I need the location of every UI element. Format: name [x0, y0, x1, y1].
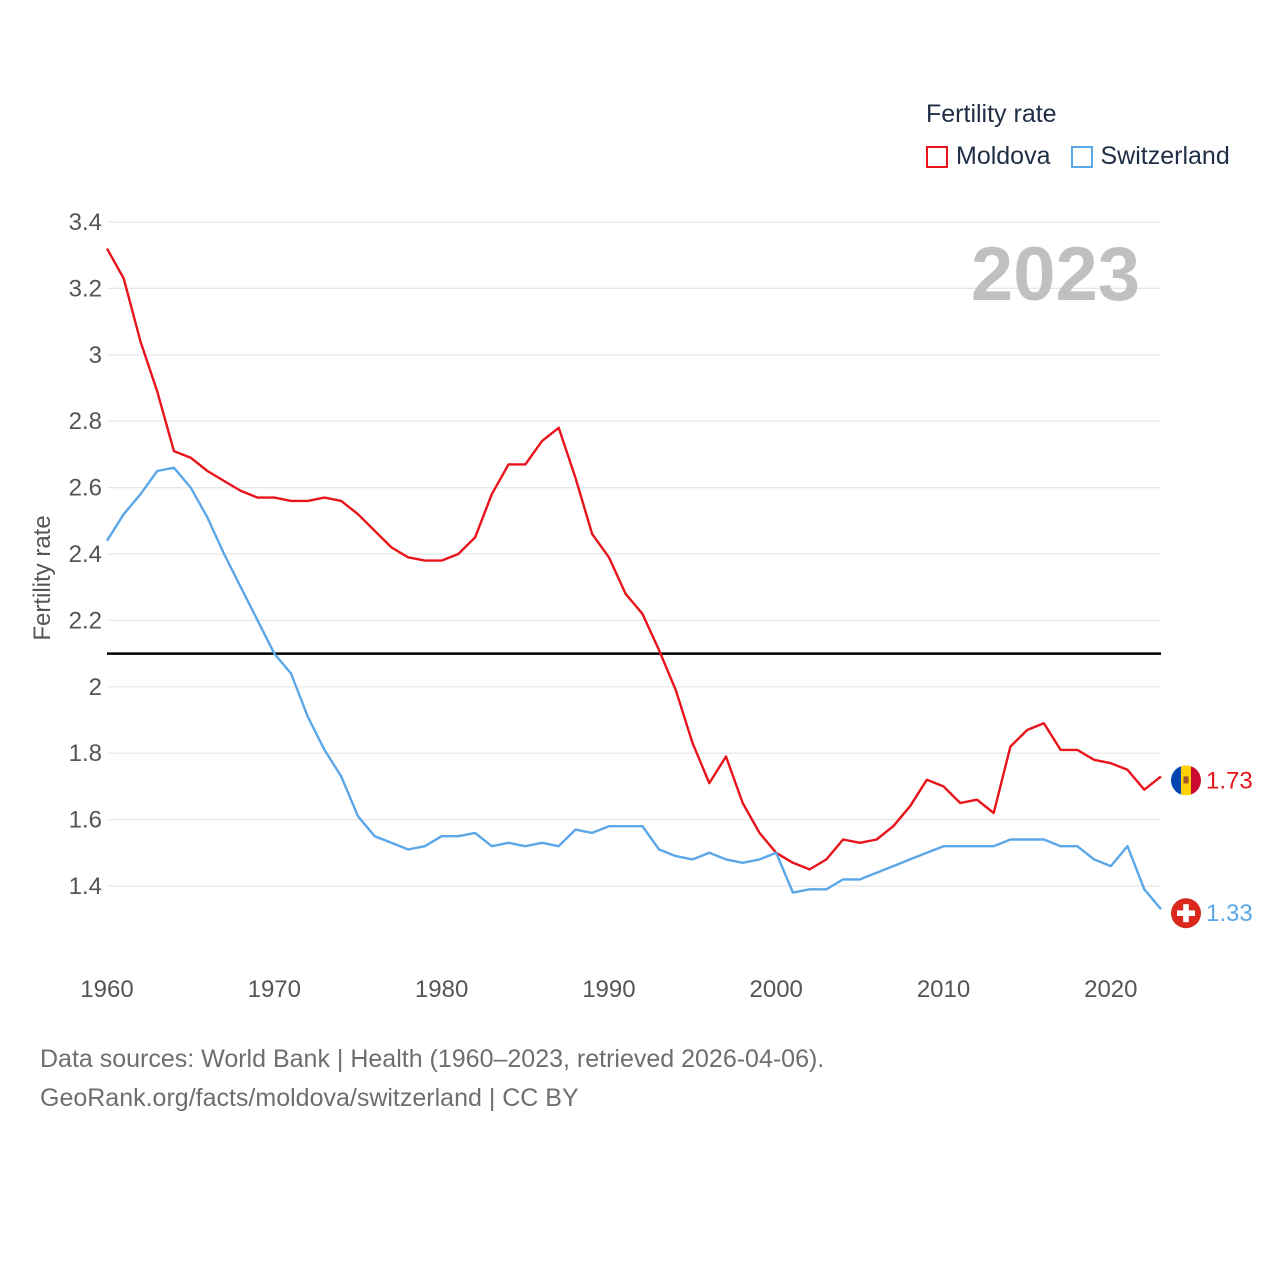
- y-tick-label: 1.6: [69, 807, 102, 834]
- series-line-moldova: [105, 248, 1162, 871]
- year-watermark: 2023: [971, 232, 1140, 317]
- legend-swatch-moldova: [926, 145, 948, 168]
- y-tick-label: 2.2: [69, 607, 102, 634]
- legend-item-moldova[interactable]: Moldova: [926, 142, 1051, 171]
- moldova-end-label: 1.73: [1206, 767, 1253, 794]
- end-markers: 1.73 1.33: [1171, 765, 1253, 929]
- x-tick-label: 2000: [750, 976, 803, 1003]
- series-lines: [105, 248, 1162, 910]
- switzerland-flag-icon: [1171, 898, 1201, 929]
- x-tick-label: 1990: [582, 976, 635, 1003]
- y-tick-label: 2.8: [69, 408, 102, 435]
- y-tick-label: 2.6: [69, 475, 102, 502]
- legend: Moldova Switzerland: [926, 142, 1250, 171]
- legend-item-switzerland[interactable]: Switzerland: [1070, 142, 1230, 171]
- y-tick-label: 3.4: [69, 209, 102, 236]
- y-axis-label: Fertility rate: [29, 515, 56, 640]
- x-tick-label: 1970: [248, 976, 301, 1003]
- legend-label-switzerland: Switzerland: [1100, 142, 1230, 170]
- source-line-1: Data sources: World Bank | Health (1960–…: [40, 1045, 825, 1073]
- x-tick-label: 2010: [917, 976, 970, 1003]
- y-tick-label: 1.4: [69, 873, 102, 900]
- y-tick-label: 3: [89, 342, 102, 369]
- y-tick-label: 2: [89, 674, 102, 701]
- y-tick-labels: 1.4 1.6 1.8 2 2.2 2.4 2.6 2.8 3 3.2 3.4: [69, 209, 102, 900]
- switzerland-end-label: 1.33: [1206, 900, 1253, 927]
- x-tick-label: 1980: [415, 976, 468, 1003]
- legend-title: Fertility rate: [926, 100, 1057, 128]
- x-tick-label: 1960: [80, 976, 133, 1003]
- legend-swatch-switzerland: [1070, 145, 1093, 168]
- source-line-2: GeoRank.org/facts/moldova/switzerland | …: [40, 1084, 579, 1112]
- moldova-flag-icon: [1171, 765, 1201, 796]
- y-tick-label: 2.4: [69, 541, 102, 568]
- y-tick-label: 3.2: [69, 275, 102, 302]
- legend-label-moldova: Moldova: [956, 142, 1051, 170]
- x-tick-labels: 1960 1970 1980 1990 2000 2010 2020: [80, 976, 1137, 1003]
- y-tick-label: 1.8: [69, 740, 102, 767]
- gridlines: [107, 221, 1161, 887]
- x-tick-label: 2020: [1084, 976, 1137, 1003]
- series-line-switzerland: [105, 466, 1162, 910]
